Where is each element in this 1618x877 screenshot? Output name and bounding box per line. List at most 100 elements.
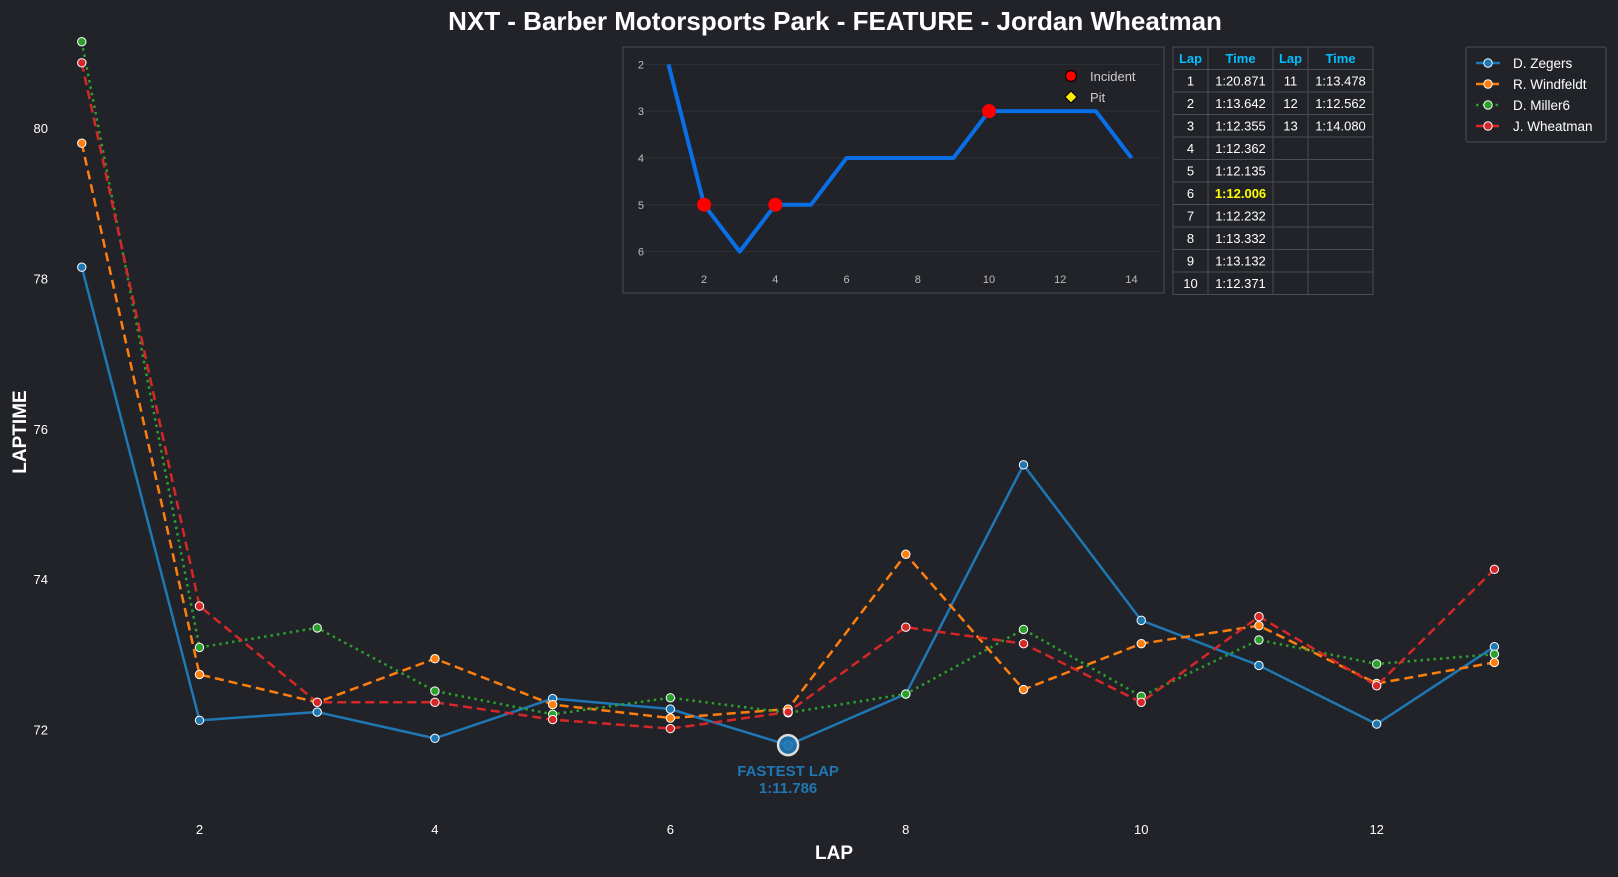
chart-title: NXT - Barber Motorsports Park - FEATURE … <box>448 6 1222 36</box>
data-point <box>77 58 87 68</box>
data-point <box>783 707 793 717</box>
y-tick-label: 74 <box>34 572 48 587</box>
legend-entry: R. Windfeldt <box>1513 77 1587 92</box>
inset-legend-entry: Incident <box>1090 69 1136 84</box>
table-value: 1:14.080 <box>1315 119 1366 134</box>
series-j-wheatman <box>77 58 1500 734</box>
table-value: 1:13.132 <box>1215 254 1266 269</box>
table-cell <box>1307 204 1374 228</box>
data-point <box>194 669 205 680</box>
x-tick-label: 6 <box>667 822 674 837</box>
table-cell <box>1307 271 1374 295</box>
inset-x-tick-label: 2 <box>701 274 707 286</box>
legend-entry: D. Miller6 <box>1513 98 1570 113</box>
inset-frame <box>622 46 1165 294</box>
data-point <box>901 622 911 632</box>
table-header: Lap <box>1279 51 1302 66</box>
data-point <box>1136 697 1146 707</box>
inset-y-tick-label: 5 <box>638 200 644 212</box>
data-point <box>1254 611 1264 622</box>
data-point <box>1018 624 1029 635</box>
inset-x-tick-label: 4 <box>772 274 778 286</box>
fastest-lap-label: FASTEST LAP <box>737 763 839 780</box>
table-value: 1:12.135 <box>1215 164 1266 179</box>
table-cell <box>1272 249 1309 273</box>
table-cell <box>1272 226 1309 250</box>
data-point <box>665 704 676 714</box>
table-value: 9 <box>1187 254 1194 269</box>
data-point <box>430 733 440 744</box>
table-cell <box>1307 136 1374 160</box>
data-point <box>194 715 205 726</box>
table-value: 13 <box>1283 119 1297 134</box>
x-tick-label: 10 <box>1134 822 1148 837</box>
data-point <box>430 686 440 696</box>
y-axis-label: LAPTIME <box>10 390 31 473</box>
x-axis-label: LAP <box>815 843 853 864</box>
inset-legend-entry: Pit <box>1090 90 1106 105</box>
table-cell <box>1307 159 1374 183</box>
data-point <box>1254 620 1264 631</box>
table-value: 6 <box>1187 186 1194 201</box>
data-point <box>1489 657 1500 668</box>
table-cell <box>1272 204 1309 228</box>
table-value: 10 <box>1183 276 1197 291</box>
data-point <box>1136 615 1146 626</box>
data-point <box>1489 649 1500 659</box>
data-point <box>1018 684 1029 695</box>
table-value: 1:12.371 <box>1215 276 1266 291</box>
table-cell <box>1272 159 1309 183</box>
inset-y-tick-label: 3 <box>638 106 644 118</box>
table-header: Time <box>1225 51 1255 66</box>
table-value: 1:13.478 <box>1315 74 1366 89</box>
table-value: 1 <box>1187 74 1194 89</box>
data-point <box>901 689 911 699</box>
y-tick-label: 72 <box>34 722 48 737</box>
table-cell <box>1272 181 1309 205</box>
data-point <box>547 699 558 710</box>
data-point <box>194 601 205 611</box>
inset-legend-pit-marker <box>1064 90 1078 104</box>
data-point <box>1371 719 1382 729</box>
table-value: 1:20.871 <box>1215 74 1266 89</box>
data-point <box>665 713 676 723</box>
table-value: 1:12.562 <box>1315 96 1366 111</box>
data-point <box>430 654 440 664</box>
inset-y-tick-label: 4 <box>638 153 644 165</box>
best-lap-time: 1:12.006 <box>1215 186 1266 201</box>
table-value: 1:13.642 <box>1215 96 1266 111</box>
inset-y-tick-label: 6 <box>638 247 644 259</box>
data-point <box>1489 564 1500 574</box>
data-point <box>77 37 87 47</box>
data-point <box>77 262 87 272</box>
data-point <box>1254 635 1264 645</box>
legend-entry: D. Zegers <box>1513 56 1573 71</box>
data-point <box>430 697 440 707</box>
legend-marker <box>1483 58 1493 68</box>
data-point <box>1018 638 1029 649</box>
table-value: 1:12.232 <box>1215 209 1266 224</box>
legend-entry: J. Wheatman <box>1513 119 1593 134</box>
inset-x-tick-label: 8 <box>915 274 921 286</box>
data-point <box>665 693 676 703</box>
incident-marker <box>697 197 712 212</box>
position-line <box>666 63 1134 254</box>
y-tick-label: 76 <box>34 422 48 437</box>
data-point <box>312 623 322 633</box>
inset-x-tick-label: 10 <box>983 274 995 286</box>
x-tick-label: 4 <box>431 822 438 837</box>
table-value: 12 <box>1283 96 1297 111</box>
position-inset-chart: 2 3 4 5 6 2 4 6 8 10 12 14 Incident Pit <box>622 46 1165 294</box>
inset-y-tick-label: 2 <box>638 59 644 71</box>
table-value: 1:12.362 <box>1215 141 1266 156</box>
lap-time-table: Lap Time Lap Time 1 1:20.871 11 1:13.478 2 1:13.6… <box>1172 46 1374 295</box>
table-header: Time <box>1325 51 1355 66</box>
table-value: 4 <box>1187 141 1194 156</box>
fastest-lap-marker <box>776 733 800 757</box>
legend-marker <box>1483 79 1493 89</box>
table-cell <box>1307 226 1374 250</box>
inset-x-tick-label: 6 <box>844 274 850 286</box>
table-header: Lap <box>1179 51 1202 66</box>
